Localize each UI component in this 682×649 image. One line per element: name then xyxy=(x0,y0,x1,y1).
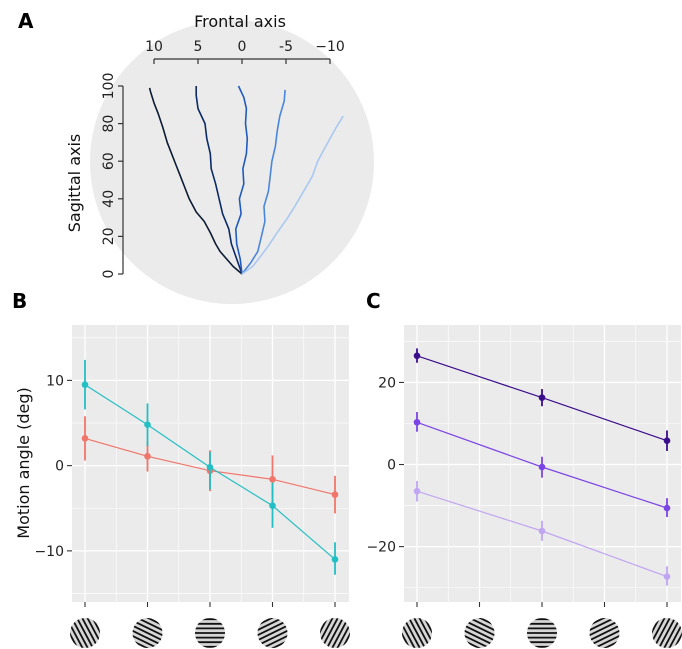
panel-c: −20 0 20 xyxy=(366,325,682,649)
panel-b-grating-diagonal-shallow-right-icon-stripe xyxy=(255,623,290,643)
panel-a-xlabel: Frontal axis xyxy=(194,12,286,31)
panel-a-circle-background xyxy=(90,20,374,304)
panel-b-series-1-point xyxy=(331,491,339,498)
panel-b-ylabel: Motion angle (deg) xyxy=(14,387,33,538)
panel-c-grating-diagonal-shallow-right-icon-stripe xyxy=(589,627,624,647)
panel-c-series-2-point xyxy=(663,504,671,512)
panel-c-series-2-point xyxy=(413,418,421,426)
panel-c-series-1-point xyxy=(413,352,421,360)
panel-a-trajectory-3 xyxy=(235,85,249,275)
panel-b-grating-diagonal-shallow-left-icon xyxy=(127,612,168,649)
panel-a-letter: A xyxy=(18,9,34,33)
panel-a: Frontal axis 10 5 0 -5 −10 Sagittal axis 0 20… xyxy=(65,12,374,304)
panel-a-x-tick-label: −10 xyxy=(315,39,345,55)
panel-a-y-tick-label: 40 xyxy=(101,190,117,208)
panel-b-grating-diagonal-steep-right-icon-stripe xyxy=(325,615,345,649)
panel-a-x-tick-label: 10 xyxy=(145,39,163,55)
panel-b-series-2-point xyxy=(81,381,89,388)
panel-c-series-2-point xyxy=(538,463,546,471)
panel-b-grating-diagonal-steep-left-icon-stripe xyxy=(71,617,91,649)
panel-c-series-3-point xyxy=(413,487,421,495)
panel-c-series-1-point xyxy=(538,394,546,401)
panel-c-grating-horizontal-icon xyxy=(527,618,557,648)
panel-c-grating-diagonal-steep-left-icon-stripe xyxy=(403,617,423,649)
panel-c-grating-diagonal-steep-right-icon-stripe xyxy=(653,613,673,649)
panel-b-grating-diagonal-steep-right-icon xyxy=(314,612,356,649)
panel-a-y-tick-label: 0 xyxy=(101,270,117,279)
panel-b-stimulus-icons xyxy=(64,612,356,649)
panel-b-series-2-point xyxy=(331,556,339,563)
panel-b-grating-diagonal-steep-right-icon-stripe xyxy=(321,613,341,649)
panel-b-y-tick-label: 10 xyxy=(46,373,64,389)
panel-b-grating-diagonal-steep-left-icon-stripe xyxy=(79,613,99,649)
panel-b-grating-diagonal-steep-left-icon xyxy=(64,612,106,649)
panel-c-letter: C xyxy=(366,289,381,313)
panel-b-letter: B xyxy=(12,289,27,313)
panel-a-y-tick-label: 60 xyxy=(101,152,117,170)
panel-c-stimulus-icons xyxy=(396,612,682,649)
panel-c-grating-diagonal-shallow-left-icon xyxy=(459,612,500,649)
panel-b-grating-diagonal-shallow-left-icon-stripe xyxy=(130,623,165,643)
panel-c-grating-diagonal-steep-right-icon-stripe xyxy=(669,622,682,649)
panel-c-series xyxy=(413,348,671,586)
panel-a-x-tick-label: -5 xyxy=(279,39,293,55)
panel-b-series-2-point xyxy=(269,502,276,509)
panel-b-grating-diagonal-shallow-left-icon-stripe xyxy=(132,619,167,639)
panel-a-trajectory-1 xyxy=(148,87,243,275)
panel-c-y-tick-label: −20 xyxy=(366,540,396,556)
panel-c-grating-diagonal-shallow-left-icon-stripe xyxy=(464,619,499,639)
panel-c-grating-diagonal-steep-left-icon-stripe xyxy=(411,613,431,649)
panel-b-series-1-point xyxy=(81,435,89,442)
panel-b-grating-horizontal-icon xyxy=(195,618,225,648)
panel-a-y-ticks: 0 20 40 60 80 100 xyxy=(101,73,123,279)
panel-a-y-tick-label: 80 xyxy=(101,115,117,133)
panel-c-grating-diagonal-shallow-right-icon xyxy=(584,612,625,649)
panel-a-x-tick-label: 0 xyxy=(238,39,247,55)
panel-b-y-tick-label: −10 xyxy=(34,544,64,560)
panel-a-x-tick-label: 5 xyxy=(194,39,203,55)
panel-b: −10 0 10 Motion angle (deg) xyxy=(14,325,356,649)
panel-b-grating-diagonal-shallow-right-icon-stripe xyxy=(257,627,292,647)
panel-c-y-tick-label: 0 xyxy=(387,458,396,474)
panel-a-trajectories xyxy=(148,85,344,275)
panel-c-grating-diagonal-steep-right-icon xyxy=(646,612,682,649)
panel-c-y-tick-label: 20 xyxy=(378,375,396,391)
panel-c-grating-diagonal-steep-left-icon-stripe xyxy=(407,615,427,649)
panel-c-grating-diagonal-steep-right-icon-stripe xyxy=(661,617,681,649)
panel-b-series-2-point xyxy=(206,464,214,471)
panel-b-y-tick-label: 0 xyxy=(55,459,64,475)
panel-c-grating-diagonal-steep-left-icon xyxy=(396,612,438,649)
panel-c-grating-diagonal-steep-right-icon-stripe xyxy=(657,615,677,649)
panel-c-series-1-point xyxy=(663,437,671,445)
panel-c-grating-diagonal-shallow-right-icon-stripe xyxy=(585,619,620,639)
panel-a-ylabel: Sagittal axis xyxy=(65,134,84,233)
panel-b-series xyxy=(81,359,339,575)
panel-b-grating-diagonal-shallow-right-icon xyxy=(252,612,293,649)
panel-c-series-3-point xyxy=(538,527,546,535)
panel-b-series-1-point xyxy=(269,475,276,483)
panel-b-ticks: −10 0 10 xyxy=(34,373,336,607)
panel-c-grating-diagonal-shallow-left-icon-stripe xyxy=(462,623,497,643)
panel-c-grating-diagonal-shallow-left-icon-stripe xyxy=(460,627,495,647)
panel-b-grating-diagonal-shallow-right-icon-stripe xyxy=(253,619,288,639)
panel-b-grating-diagonal-steep-left-icon-stripe xyxy=(75,615,95,649)
panel-b-grating-diagonal-shallow-left-icon-stripe xyxy=(128,627,163,647)
panel-a-x-ticks: 10 5 0 -5 −10 xyxy=(145,39,345,64)
panel-b-series-1-point xyxy=(144,452,151,460)
panel-c-ticks: −20 0 20 xyxy=(366,375,668,607)
panel-a-trajectory-2 xyxy=(195,86,243,275)
panel-a-y-tick-label: 20 xyxy=(101,227,117,245)
panel-b-grating-diagonal-steep-right-icon-stripe xyxy=(329,617,349,649)
panel-a-trajectory-5 xyxy=(241,115,344,275)
panel-b-series-2-point xyxy=(144,421,151,429)
panel-c-series-3-point xyxy=(663,573,671,580)
panel-c-grating-diagonal-shallow-right-icon-stripe xyxy=(587,623,622,643)
panel-a-y-tick-label: 100 xyxy=(101,73,117,100)
panel-a-trajectory-4 xyxy=(241,89,286,275)
